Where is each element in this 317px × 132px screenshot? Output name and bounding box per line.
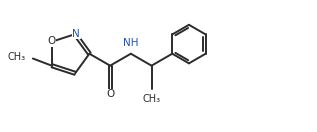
Text: O: O [106,89,114,99]
Text: N: N [72,29,80,39]
Text: CH₃: CH₃ [7,52,26,62]
Text: O: O [47,36,55,46]
Text: NH: NH [123,38,139,48]
Text: CH₃: CH₃ [142,94,161,104]
